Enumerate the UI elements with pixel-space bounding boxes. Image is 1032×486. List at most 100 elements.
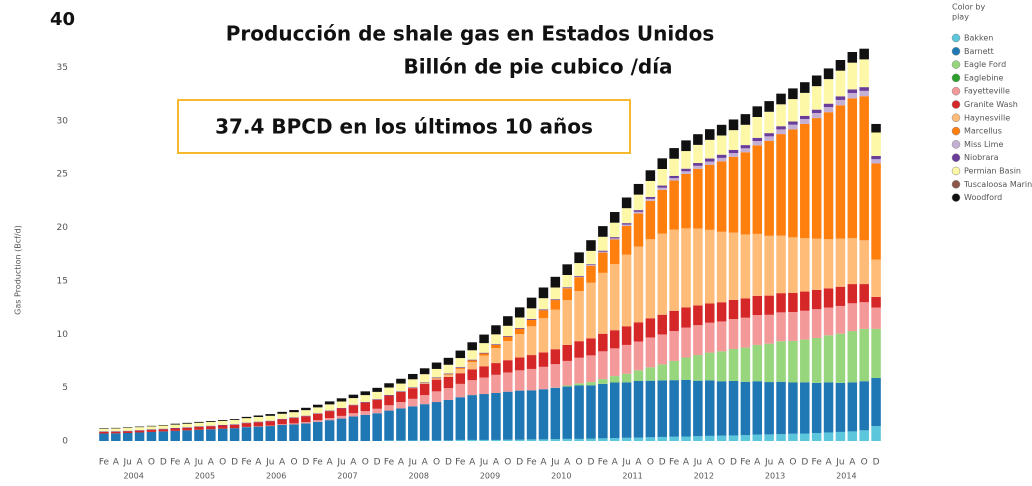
bar-segment [349,413,359,416]
bar-segment [669,230,679,311]
bar-segment [503,337,513,341]
bar-segment [479,353,489,355]
bar-segment [515,307,525,317]
x-tick-label: A [825,458,832,468]
bar-segment [669,437,679,441]
bar-segment [562,287,572,288]
x-tick-label: A [350,458,357,468]
bar-segment [325,404,335,410]
bar-segment [622,208,632,223]
legend-swatch [952,180,960,188]
bar-segment [646,170,656,181]
bar-segment [277,419,287,424]
legend-title: Color by [952,3,986,12]
bar-segment [170,431,180,441]
bar-segment [586,266,596,283]
bar-segment [420,383,430,384]
x-tick-label: D [801,458,808,468]
bar-segment [408,387,418,388]
bar-segment [729,381,739,435]
bar-segment [313,422,323,441]
bar-segment [503,360,513,372]
chart-title: Producción de shale gas en Estados Unido… [226,22,714,46]
bar-segment [503,336,513,337]
bar-segment [800,93,810,116]
bar-segment [491,334,501,344]
bar-segment [705,140,715,159]
bar-segment [147,429,157,430]
bar-segment [527,298,537,309]
bar-segment [182,428,192,431]
bar-segment [859,87,869,91]
bar-segment [871,163,881,259]
y-tick-label: 15 [57,276,68,286]
bar-segment [764,344,774,382]
legend-label: Granite Wash [964,100,1018,109]
bar-segment [824,239,834,288]
bar-segment [527,319,537,320]
bar-segment [515,334,525,357]
bar-segment [836,383,846,432]
bar-segment [99,432,109,434]
x-tick-label: Fe [526,458,537,468]
bar-segment [444,388,454,400]
bar-segment [467,395,477,440]
bar-segment [313,420,323,422]
bar-segment [598,252,608,253]
bar-segment [337,416,347,419]
bar-segment [182,423,192,424]
bar-segment [871,297,881,308]
bar-segment [574,263,584,276]
x-tick-label: A [136,458,143,468]
bar-segment [622,382,632,438]
bar-segment [812,383,822,433]
bar-segment [467,380,477,395]
bar-segment [539,389,549,439]
bar-segment [859,96,869,240]
bar-segment [717,125,727,136]
y-tick-label: 5 [62,383,68,393]
bar-segment [444,365,454,374]
legend-swatch [952,140,960,148]
bar-segment [788,125,798,130]
year-label: 2009 [480,472,500,481]
bar-segment [646,181,656,197]
bar-segment [277,414,287,419]
bar-segment [717,158,727,161]
bar-segment [444,375,454,377]
x-tick-label: D [516,458,523,468]
bar-segment [800,238,810,291]
legend-label: Marcellus [964,127,1002,136]
bar-segment [681,380,691,437]
bar-segment [741,234,751,298]
bar-segment [800,382,810,433]
bar-segment [634,184,644,195]
bar-segment [598,379,608,384]
bar-segment [551,388,561,439]
bar-segment [800,434,810,441]
bar-segment [705,380,715,436]
bar-segment [574,439,584,441]
year-label: 2011 [622,472,642,481]
bar-segment [277,419,287,420]
bar-segment [705,165,715,230]
bar-segment [467,360,477,362]
bar-segment [491,440,501,441]
x-tick-label: Ju [835,458,844,468]
bar-segment [420,384,430,395]
bar-segment [467,369,477,380]
bar-segment [289,423,299,424]
bar-segment [657,169,667,186]
bar-segment [681,140,691,151]
bar-segment [372,399,382,400]
bar-segment [99,428,109,429]
bar-segment [503,440,513,441]
bar-segment [788,383,798,434]
x-tick-label: D [160,458,167,468]
bar-segment [194,426,204,427]
bar-segment [610,238,620,239]
bar-segment [265,426,275,441]
x-tick-label: O [789,458,796,468]
bar-segment [657,158,667,169]
bar-segment [479,394,489,440]
